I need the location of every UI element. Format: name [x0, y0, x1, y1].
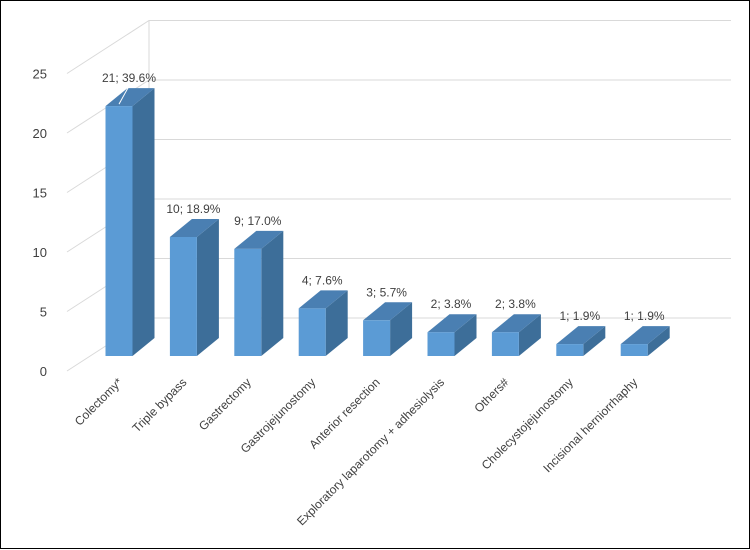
gridline [66, 79, 731, 134]
category-labels: Colectomy* Triple bypass GastrectomyGastro… [72, 375, 640, 528]
bar-side [390, 302, 413, 356]
bar-side [325, 290, 348, 356]
category-label: Others# [471, 375, 511, 415]
bar-front [169, 237, 197, 356]
y-tick-label: 25 [33, 67, 47, 82]
bar [427, 314, 477, 356]
data-label: 4; 7.6% [302, 273, 343, 287]
bars [105, 88, 670, 356]
bar [556, 326, 606, 356]
bar-top [491, 314, 541, 333]
data-label: 10; 18.9% [166, 202, 220, 216]
bar-side [454, 314, 477, 356]
data-label: 21; 39.6% [102, 71, 156, 85]
bar [491, 314, 541, 356]
y-tick-label: 15 [33, 186, 47, 201]
category-label: Colectomy* [72, 375, 126, 429]
gridline [66, 20, 731, 74]
bar-top [556, 326, 606, 345]
bar-front [363, 320, 391, 356]
bar [234, 230, 284, 356]
bar [105, 88, 155, 356]
y-tick-label: 5 [40, 305, 47, 320]
bar-side [261, 230, 284, 356]
bar-side [518, 314, 541, 356]
data-label: 9; 17.0% [234, 214, 282, 228]
bar-top [620, 326, 670, 345]
y-tick-label: 10 [33, 245, 47, 260]
bar-top [105, 88, 155, 107]
data-label: 2; 3.8% [495, 297, 536, 311]
bar-side [647, 326, 670, 356]
y-axis-ticks: 0 5 10 15 20 25 [33, 67, 47, 380]
data-label: 1; 1.9% [559, 309, 600, 323]
bar-front [556, 344, 584, 356]
bar-front [298, 308, 326, 356]
bar-side [196, 219, 219, 356]
y-tick-label: 0 [40, 364, 47, 379]
bar-front [427, 332, 455, 356]
bar-top [427, 314, 477, 333]
bar [169, 219, 219, 356]
category-label: Triple bypass [129, 375, 189, 435]
bar-side [132, 88, 155, 356]
bar-front [620, 344, 648, 356]
bar-side [583, 326, 606, 356]
bar-top [169, 219, 219, 237]
bar-front [491, 332, 519, 356]
data-labels: 21; 39.6% 10; 18.9% 9; 17.0% 4; 7.6% 3; 5.7%… [102, 71, 665, 323]
gridline [66, 139, 731, 193]
bar [363, 302, 413, 356]
data-label: 2; 3.8% [431, 297, 472, 311]
leader-line [118, 85, 130, 105]
y-tick-label: 20 [33, 126, 47, 141]
bar [298, 290, 348, 356]
bar-top [234, 230, 284, 249]
bar-top [363, 302, 413, 321]
bar [620, 326, 670, 356]
bar-top [298, 290, 348, 309]
category-label: Gastrectomy [196, 375, 254, 433]
data-label: 3; 5.7% [366, 285, 407, 299]
category-label: Exploratory laparotomy + adhesiolysis [294, 375, 447, 528]
data-label: 1; 1.9% [624, 309, 665, 323]
bar-front [234, 248, 262, 356]
bar-front [105, 106, 133, 356]
